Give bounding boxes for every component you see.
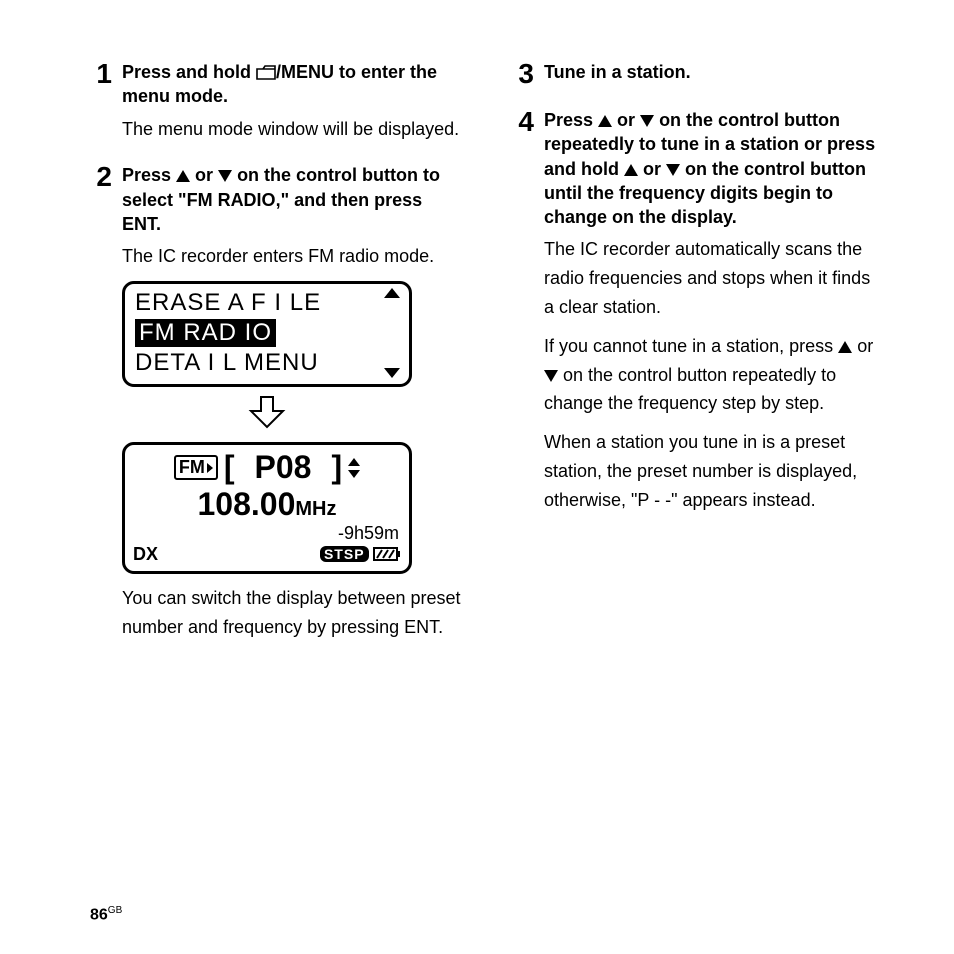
text: The menu mode window will be displayed. [122, 115, 462, 144]
down-arrow-icon [247, 395, 287, 429]
step-body: The IC recorder enters FM radio mode. [122, 242, 462, 271]
page-number: 86GB [90, 905, 122, 924]
scroll-up-icon [384, 288, 400, 298]
text: If you cannot tune in a station, press o… [544, 332, 884, 418]
text: ERASE A F I LE [135, 289, 321, 316]
bracket-right-icon: ] [331, 449, 342, 486]
step-title: Press and hold /MENU to enter the menu m… [122, 60, 462, 109]
step-1: 1 Press and hold /MENU to enter the menu… [90, 60, 462, 143]
step-number: 2 [90, 163, 112, 191]
text: FM RAD IO [135, 319, 276, 347]
flow-arrow [122, 395, 412, 434]
triangle-up-icon [176, 170, 190, 182]
battery-icon [373, 547, 401, 561]
frequency: 108.00MHz [131, 486, 403, 523]
dx-indicator: DX [133, 544, 158, 565]
step-body: You can switch the display between prese… [122, 584, 462, 642]
text: or [638, 159, 666, 179]
right-column: 3 Tune in a station. 4 Press or on the c… [512, 60, 884, 914]
step-number: 1 [90, 60, 112, 88]
menu-item: DETA I L MENU [131, 348, 381, 378]
step-3: 3 Tune in a station. [512, 60, 884, 88]
fm-badge: FM [174, 455, 218, 480]
stsp-badge: STSP [320, 546, 369, 562]
preset-number: P08 [241, 449, 326, 486]
triangle-down-icon [218, 170, 232, 182]
up-down-icon [348, 458, 360, 478]
folder-icon [256, 65, 276, 80]
text: or [190, 165, 218, 185]
menu-item: ERASE A F I LE [131, 288, 381, 318]
bracket-left-icon: [ [224, 449, 235, 486]
text: or [852, 336, 873, 356]
triangle-down-icon [666, 164, 680, 176]
status-icons: STSP [320, 546, 401, 564]
step-number: 4 [512, 108, 534, 136]
page-number-suffix: GB [108, 905, 122, 916]
scroll-indicator [381, 288, 403, 378]
text: When a station you tune in is a preset s… [544, 428, 884, 514]
page-number-value: 86 [90, 906, 108, 923]
triangle-up-icon [624, 164, 638, 176]
text: You can switch the display between prese… [122, 584, 462, 642]
step-2: 2 Press or on the control button to sele… [90, 163, 462, 641]
step-title: Tune in a station. [544, 60, 691, 84]
lcd-menu-screenshot: ERASE A F I LE FM RAD IO DETA I L MENU [122, 281, 462, 574]
text: The IC recorder automatically scans the … [544, 235, 884, 321]
triangle-up-icon [838, 341, 852, 353]
text: on the control button repeatedly to chan… [544, 365, 836, 414]
triangle-up-icon [598, 115, 612, 127]
triangle-down-icon [640, 115, 654, 127]
triangle-down-icon [544, 370, 558, 382]
left-column: 1 Press and hold /MENU to enter the menu… [90, 60, 462, 914]
text: Press and hold [122, 62, 256, 82]
menu-item-selected: FM RAD IO [131, 318, 381, 348]
step-body: The menu mode window will be displayed. [122, 115, 462, 144]
text: If you cannot tune in a station, press [544, 336, 838, 356]
text: Press [544, 110, 598, 130]
freq-value: 108.00 [198, 486, 296, 522]
text: Press [122, 165, 176, 185]
freq-unit: MHz [295, 498, 336, 520]
text: FM [179, 457, 205, 478]
step-4: 4 Press or on the control button repeate… [512, 108, 884, 515]
step-body: The IC recorder automatically scans the … [544, 235, 884, 514]
step-number: 3 [512, 60, 534, 88]
step-title: Press or on the control button repeatedl… [544, 108, 884, 229]
text: The IC recorder enters FM radio mode. [122, 242, 462, 271]
text: or [612, 110, 640, 130]
scroll-down-icon [384, 368, 400, 378]
text: DETA I L MENU [135, 349, 319, 376]
remaining-time: -9h59m [131, 523, 403, 544]
step-title: Press or on the control button to select… [122, 163, 462, 236]
manual-page: 1 Press and hold /MENU to enter the menu… [0, 0, 954, 954]
lcd-radio-screenshot: FM [ P08 ] 108.00MHz -9h59m DX STSP [122, 442, 412, 574]
